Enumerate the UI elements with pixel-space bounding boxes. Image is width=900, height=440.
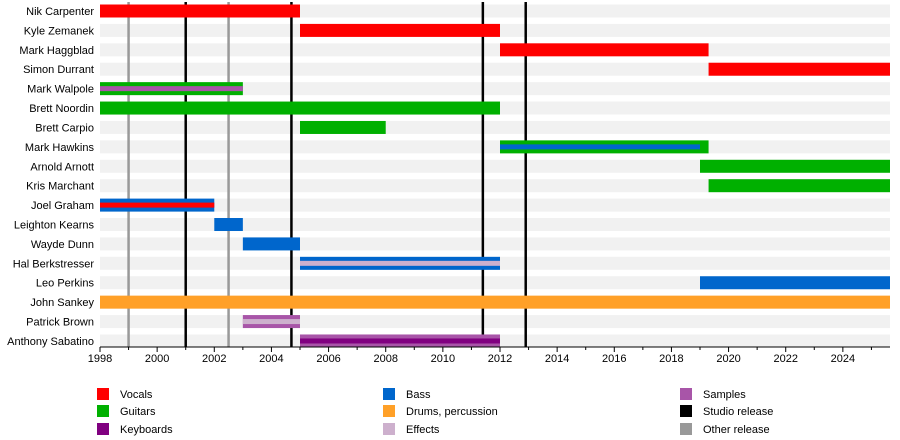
member-name-label: Kris Marchant xyxy=(26,181,94,193)
member-name-label: John Sankey xyxy=(30,297,94,309)
legend-swatch xyxy=(97,388,109,400)
member-name-label: Nik Carpenter xyxy=(26,6,94,18)
bass-stripe xyxy=(500,144,700,150)
legend-label: Drums, percussion xyxy=(406,406,498,418)
row-background xyxy=(100,276,890,290)
member-name-label: Mark Hawkins xyxy=(25,142,95,154)
legend-swatch xyxy=(97,423,109,435)
x-tick-label: 2010 xyxy=(431,353,455,365)
bass-bar xyxy=(700,276,890,290)
x-tick-label: 2006 xyxy=(316,353,340,365)
row-background xyxy=(100,82,890,96)
legend-item-other: Other release xyxy=(680,423,770,436)
legend-item-guitars: Guitars xyxy=(97,405,156,418)
legend-swatch xyxy=(383,423,395,435)
member-name-label: Leo Perkins xyxy=(36,278,95,290)
row-background xyxy=(100,159,890,173)
member-name-label: Wayde Dunn xyxy=(31,239,94,251)
member-name-label: Kyle Zemanek xyxy=(24,25,95,37)
legend-label: Samples xyxy=(703,389,746,401)
row-background xyxy=(100,179,890,193)
x-tick-label: 2014 xyxy=(545,353,569,365)
vocals-bar xyxy=(708,62,890,76)
legend-swatch xyxy=(383,405,395,417)
row-background xyxy=(100,218,890,232)
member-name-label: Patrick Brown xyxy=(26,317,94,329)
guitars-bar xyxy=(708,179,890,193)
legend-swatch xyxy=(680,388,692,400)
legend-item-drums: Drums, percussion xyxy=(383,405,498,418)
row-background xyxy=(100,43,890,57)
row-background xyxy=(100,62,890,76)
row-background xyxy=(100,198,890,212)
guitars-bar xyxy=(700,159,890,173)
legend-label: Other release xyxy=(703,424,770,436)
legend-item-vocals: Vocals xyxy=(97,388,153,401)
x-tick-label: 2002 xyxy=(202,353,226,365)
row-background xyxy=(100,315,890,329)
member-name-label: Hal Berkstresser xyxy=(13,258,95,270)
row-background xyxy=(100,120,890,134)
vocals-bar xyxy=(100,4,300,18)
bass-bar xyxy=(242,237,300,251)
member-name-label: Joel Graham xyxy=(31,200,94,212)
drums-bar xyxy=(100,295,890,309)
x-tick-label: 2022 xyxy=(773,353,797,365)
effects-stripe xyxy=(300,260,500,266)
legend-swatch xyxy=(383,388,395,400)
legend-item-bass: Bass xyxy=(383,388,431,401)
legend-item-keyboards: Keyboards xyxy=(97,423,173,436)
legend-item-samples: Samples xyxy=(680,388,746,401)
x-tick-label: 2018 xyxy=(659,353,683,365)
guitars-bar xyxy=(100,101,500,115)
vocals-bar xyxy=(500,43,709,57)
guitars-bar xyxy=(300,120,386,134)
x-tick-label: 2012 xyxy=(488,353,512,365)
x-tick-label: 2020 xyxy=(716,353,740,365)
member-name-label: Brett Noordin xyxy=(29,103,94,115)
vocals-stripe xyxy=(100,202,215,208)
member-name-label: Mark Walpole xyxy=(27,84,94,96)
legend-swatch xyxy=(97,405,109,417)
member-name-label: Mark Haggblad xyxy=(19,45,94,57)
legend-swatch xyxy=(680,405,692,417)
x-tick-label: 2024 xyxy=(831,353,855,365)
row-background xyxy=(100,140,890,154)
legend-swatch xyxy=(680,423,692,435)
bass-bar xyxy=(214,218,243,232)
x-tick-label: 2008 xyxy=(373,353,397,365)
member-name-label: Arnold Arnott xyxy=(30,161,94,173)
vocals-bar xyxy=(300,23,500,37)
legend-label: Guitars xyxy=(120,406,156,418)
legend-label: Bass xyxy=(406,389,431,401)
member-name-label: Brett Carpio xyxy=(35,122,94,134)
member-name-label: Leighton Kearns xyxy=(14,220,95,232)
legend-label: Vocals xyxy=(120,389,153,401)
keyboards-stripe xyxy=(300,338,500,344)
x-tick-label: 2000 xyxy=(145,353,169,365)
x-tick-label: 2004 xyxy=(259,353,283,365)
x-tick-label: 1998 xyxy=(88,353,112,365)
member-name-label: Simon Durrant xyxy=(23,64,94,76)
effects-stripe xyxy=(242,319,300,325)
samples-stripe xyxy=(100,86,243,92)
legend-label: Studio release xyxy=(703,406,773,418)
legend-label: Effects xyxy=(406,424,440,436)
legend-label: Keyboards xyxy=(120,424,173,436)
row-background xyxy=(100,237,890,251)
legend-item-effects: Effects xyxy=(383,423,440,436)
member-name-label: Anthony Sabatino xyxy=(7,336,94,348)
x-tick-label: 2016 xyxy=(602,353,626,365)
legend-item-studio: Studio release xyxy=(680,405,773,418)
